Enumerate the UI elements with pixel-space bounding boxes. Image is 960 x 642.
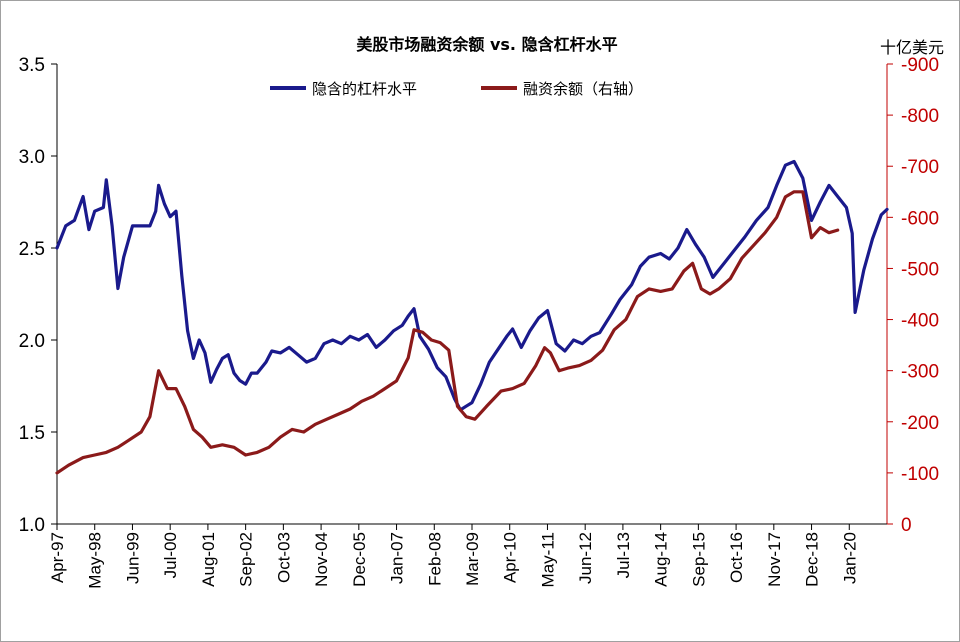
x-tick-label: Jan-07 xyxy=(388,532,407,584)
x-tick-label: Mar-09 xyxy=(463,532,482,586)
x-tick-label: Jul-00 xyxy=(161,532,180,578)
x-tick-label: Jun-12 xyxy=(576,532,595,584)
legend: 隐含的杠杆水平 融资余额（右轴） xyxy=(270,80,643,98)
x-tick-label: Aug-01 xyxy=(199,532,218,587)
x-tick-label: Nov-04 xyxy=(312,532,331,587)
right-tick-label: 0 xyxy=(901,515,912,536)
x-tick-label: Oct-03 xyxy=(274,532,293,583)
right-tick-label: -700 xyxy=(901,157,939,178)
right-tick-label: -600 xyxy=(901,208,939,229)
legend-label-margin: 融资余额（右轴） xyxy=(523,80,643,98)
x-tick-label: Dec-18 xyxy=(803,532,822,587)
right-tick-label: -300 xyxy=(901,362,939,383)
series-line-leverage xyxy=(55,159,889,412)
right-tick-label: -900 xyxy=(901,55,939,76)
right-tick-label: -800 xyxy=(901,106,939,127)
x-tick-label: Feb-08 xyxy=(425,532,444,586)
legend-label-leverage: 隐含的杠杆水平 xyxy=(312,80,417,98)
right-tick-label: -200 xyxy=(901,413,939,434)
series-group xyxy=(55,159,889,475)
x-tick-label: May-98 xyxy=(86,532,105,589)
series-line-margin-debt xyxy=(55,190,840,475)
x-tick-label: Jun-99 xyxy=(123,532,142,584)
x-tick-label: Sep-02 xyxy=(237,532,256,587)
right-tick-label: -100 xyxy=(901,464,939,485)
right-tick-label: -500 xyxy=(901,259,939,280)
left-tick-label: 1.0 xyxy=(19,515,45,536)
x-tick-label: Dec-05 xyxy=(350,532,369,587)
right-tick-label: -400 xyxy=(901,311,939,332)
left-tick-label: 2.5 xyxy=(19,239,45,260)
x-tick-label: Jul-13 xyxy=(614,532,633,578)
x-tick-label: Apr-10 xyxy=(501,532,520,583)
axes: 1.0 1.5 2.0 2.5 3.0 3.5 0 -100 -200 -300 -400 -500 -… xyxy=(19,55,939,589)
x-tick-label: Oct-16 xyxy=(727,532,746,583)
left-tick-label: 1.5 xyxy=(19,423,45,444)
right-axis-unit: 十亿美元 xyxy=(880,38,944,57)
left-tick-label: 3.5 xyxy=(19,55,45,76)
x-tick-label: Jan-20 xyxy=(840,532,859,584)
x-tick-label: Aug-14 xyxy=(652,532,671,587)
chart-title: 美股市场融资余额 vs. 隐含杠杆水平 xyxy=(356,35,617,54)
left-tick-label: 2.0 xyxy=(19,331,45,352)
x-tick-label: Sep-15 xyxy=(689,532,708,587)
x-tick-label: May-11 xyxy=(538,532,557,587)
x-tick-label: Nov-17 xyxy=(765,532,784,587)
left-tick-label: 3.0 xyxy=(19,147,45,168)
x-tick-label: Apr-97 xyxy=(48,532,67,583)
